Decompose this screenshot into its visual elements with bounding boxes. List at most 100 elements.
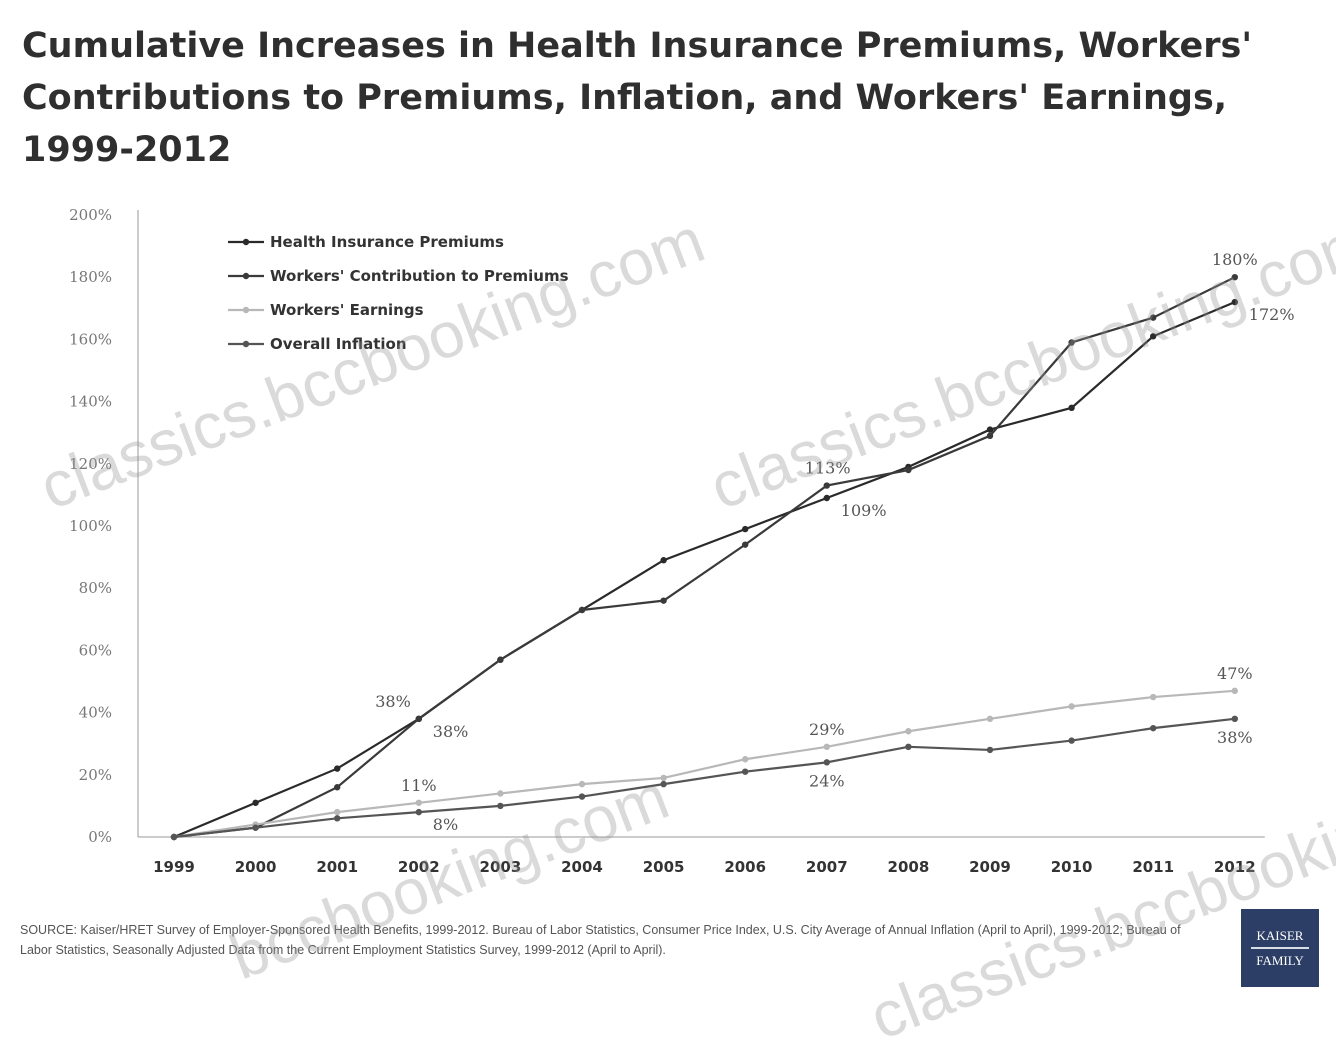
data-point — [1231, 274, 1239, 281]
data-point — [905, 466, 912, 474]
data-point — [660, 597, 667, 604]
y-tick-label: 140% — [69, 393, 112, 411]
data-point — [497, 656, 504, 663]
x-tick-label: 2001 — [316, 858, 358, 876]
data-label: 29% — [809, 720, 845, 739]
line-chart: 0% 20% 40% 60% 80% 100% 120% 140% 160% 180% 200% 19… — [69, 206, 1294, 876]
y-tick-label: 60% — [79, 641, 112, 659]
series-line — [173, 689, 1235, 839]
data-point — [334, 815, 341, 822]
x-tick-label: 2007 — [806, 858, 848, 876]
data-point — [497, 790, 504, 797]
legend-label: Overall Inflation — [270, 335, 407, 353]
data-point — [334, 784, 341, 791]
data-point — [578, 606, 586, 614]
x-tick-label: 2011 — [1132, 858, 1174, 876]
data-point — [1150, 693, 1157, 701]
y-tick-label: 160% — [69, 330, 112, 348]
data-point — [1150, 314, 1157, 321]
x-tick-label: 2009 — [969, 858, 1011, 876]
data-point — [823, 482, 830, 489]
y-tick-label: 0% — [88, 828, 112, 846]
data-label: 38% — [375, 692, 411, 711]
data-label: 113% — [805, 459, 851, 478]
data-label: 38% — [1217, 728, 1253, 747]
data-point — [1231, 687, 1239, 695]
data-point — [823, 743, 830, 751]
logo-line-2: FAMILY — [1256, 953, 1304, 968]
data-point — [1068, 339, 1075, 346]
data-label: 8% — [433, 815, 458, 834]
data-point — [497, 802, 504, 810]
legend-swatch-marker — [242, 238, 250, 246]
data-point — [1231, 715, 1239, 723]
data-point — [415, 808, 422, 816]
data-label: 180% — [1212, 250, 1258, 269]
series-group — [170, 715, 1239, 841]
y-tick-label: 80% — [79, 579, 112, 597]
data-point — [1068, 404, 1075, 412]
legend-label: Health Insurance Premiums — [270, 233, 504, 251]
series-group — [170, 274, 1239, 841]
series-line — [173, 717, 1235, 839]
x-tick-label: 2004 — [561, 858, 603, 876]
x-tick-label: 2005 — [643, 858, 685, 876]
data-point — [1231, 298, 1239, 306]
logo-divider — [1251, 947, 1309, 949]
series-group — [170, 298, 1239, 841]
y-tick-label: 200% — [69, 206, 112, 224]
data-point — [170, 833, 178, 841]
y-tick-label: 180% — [69, 268, 112, 286]
data-label: 47% — [1217, 664, 1253, 683]
data-point — [1150, 333, 1157, 340]
data-point — [660, 774, 667, 782]
source-note: SOURCE: Kaiser/HRET Survey of Employer-S… — [20, 923, 1181, 957]
logo-line-1: KAISER — [1256, 928, 1304, 943]
data-labels-layer: 38% 38% 11% 8% 113% 109% 29% 24% 180% 172% 47% 38% — [375, 250, 1294, 834]
data-point — [415, 799, 422, 806]
data-point — [334, 808, 341, 816]
legend-swatch-marker — [242, 340, 250, 348]
series-group — [170, 687, 1239, 841]
x-tick-label: 2003 — [480, 858, 522, 876]
y-tick-label: 100% — [69, 517, 112, 535]
data-point — [905, 728, 912, 735]
x-tick-label: 2008 — [888, 858, 930, 876]
data-point — [578, 780, 586, 788]
legend-label: Workers' Contribution to Premiums — [270, 267, 569, 285]
data-point — [1150, 724, 1157, 732]
data-point — [742, 756, 749, 763]
chart-legend: Health Insurance Premiums Workers' Contri… — [228, 233, 569, 353]
data-point — [986, 746, 994, 754]
y-tick-label: 120% — [69, 455, 112, 473]
x-tick-label: 2006 — [724, 858, 766, 876]
chart-title: Cumulative Increases in Health Insurance… — [22, 26, 1253, 170]
data-label: 172% — [1249, 305, 1295, 324]
data-point — [742, 541, 749, 548]
x-tick-label: 2002 — [398, 858, 440, 876]
data-point — [252, 799, 259, 806]
data-point — [742, 768, 749, 775]
series-line — [173, 276, 1236, 839]
data-point — [986, 426, 994, 433]
data-point — [578, 793, 586, 800]
x-tick-label: 2012 — [1214, 858, 1256, 876]
data-point — [1068, 737, 1075, 744]
x-tick-label: 1999 — [153, 858, 195, 876]
data-point — [1068, 703, 1075, 710]
kaiser-family-logo: KAISER FAMILY — [1241, 909, 1319, 987]
y-tick-label: 20% — [79, 766, 112, 784]
data-point — [823, 494, 830, 502]
series-layer — [170, 274, 1239, 841]
chart-axes: 0% 20% 40% 60% 80% 100% 120% 140% 160% 180% 200% 19… — [69, 206, 1265, 876]
legend-swatch-marker — [242, 272, 250, 280]
data-point — [742, 525, 749, 533]
data-point — [252, 824, 259, 831]
data-point — [986, 715, 994, 723]
data-point — [986, 432, 994, 440]
data-point — [905, 743, 912, 751]
y-tick-label: 40% — [79, 704, 112, 722]
legend-label: Workers' Earnings — [270, 301, 424, 319]
data-point — [660, 557, 667, 564]
series-line — [173, 301, 1236, 839]
